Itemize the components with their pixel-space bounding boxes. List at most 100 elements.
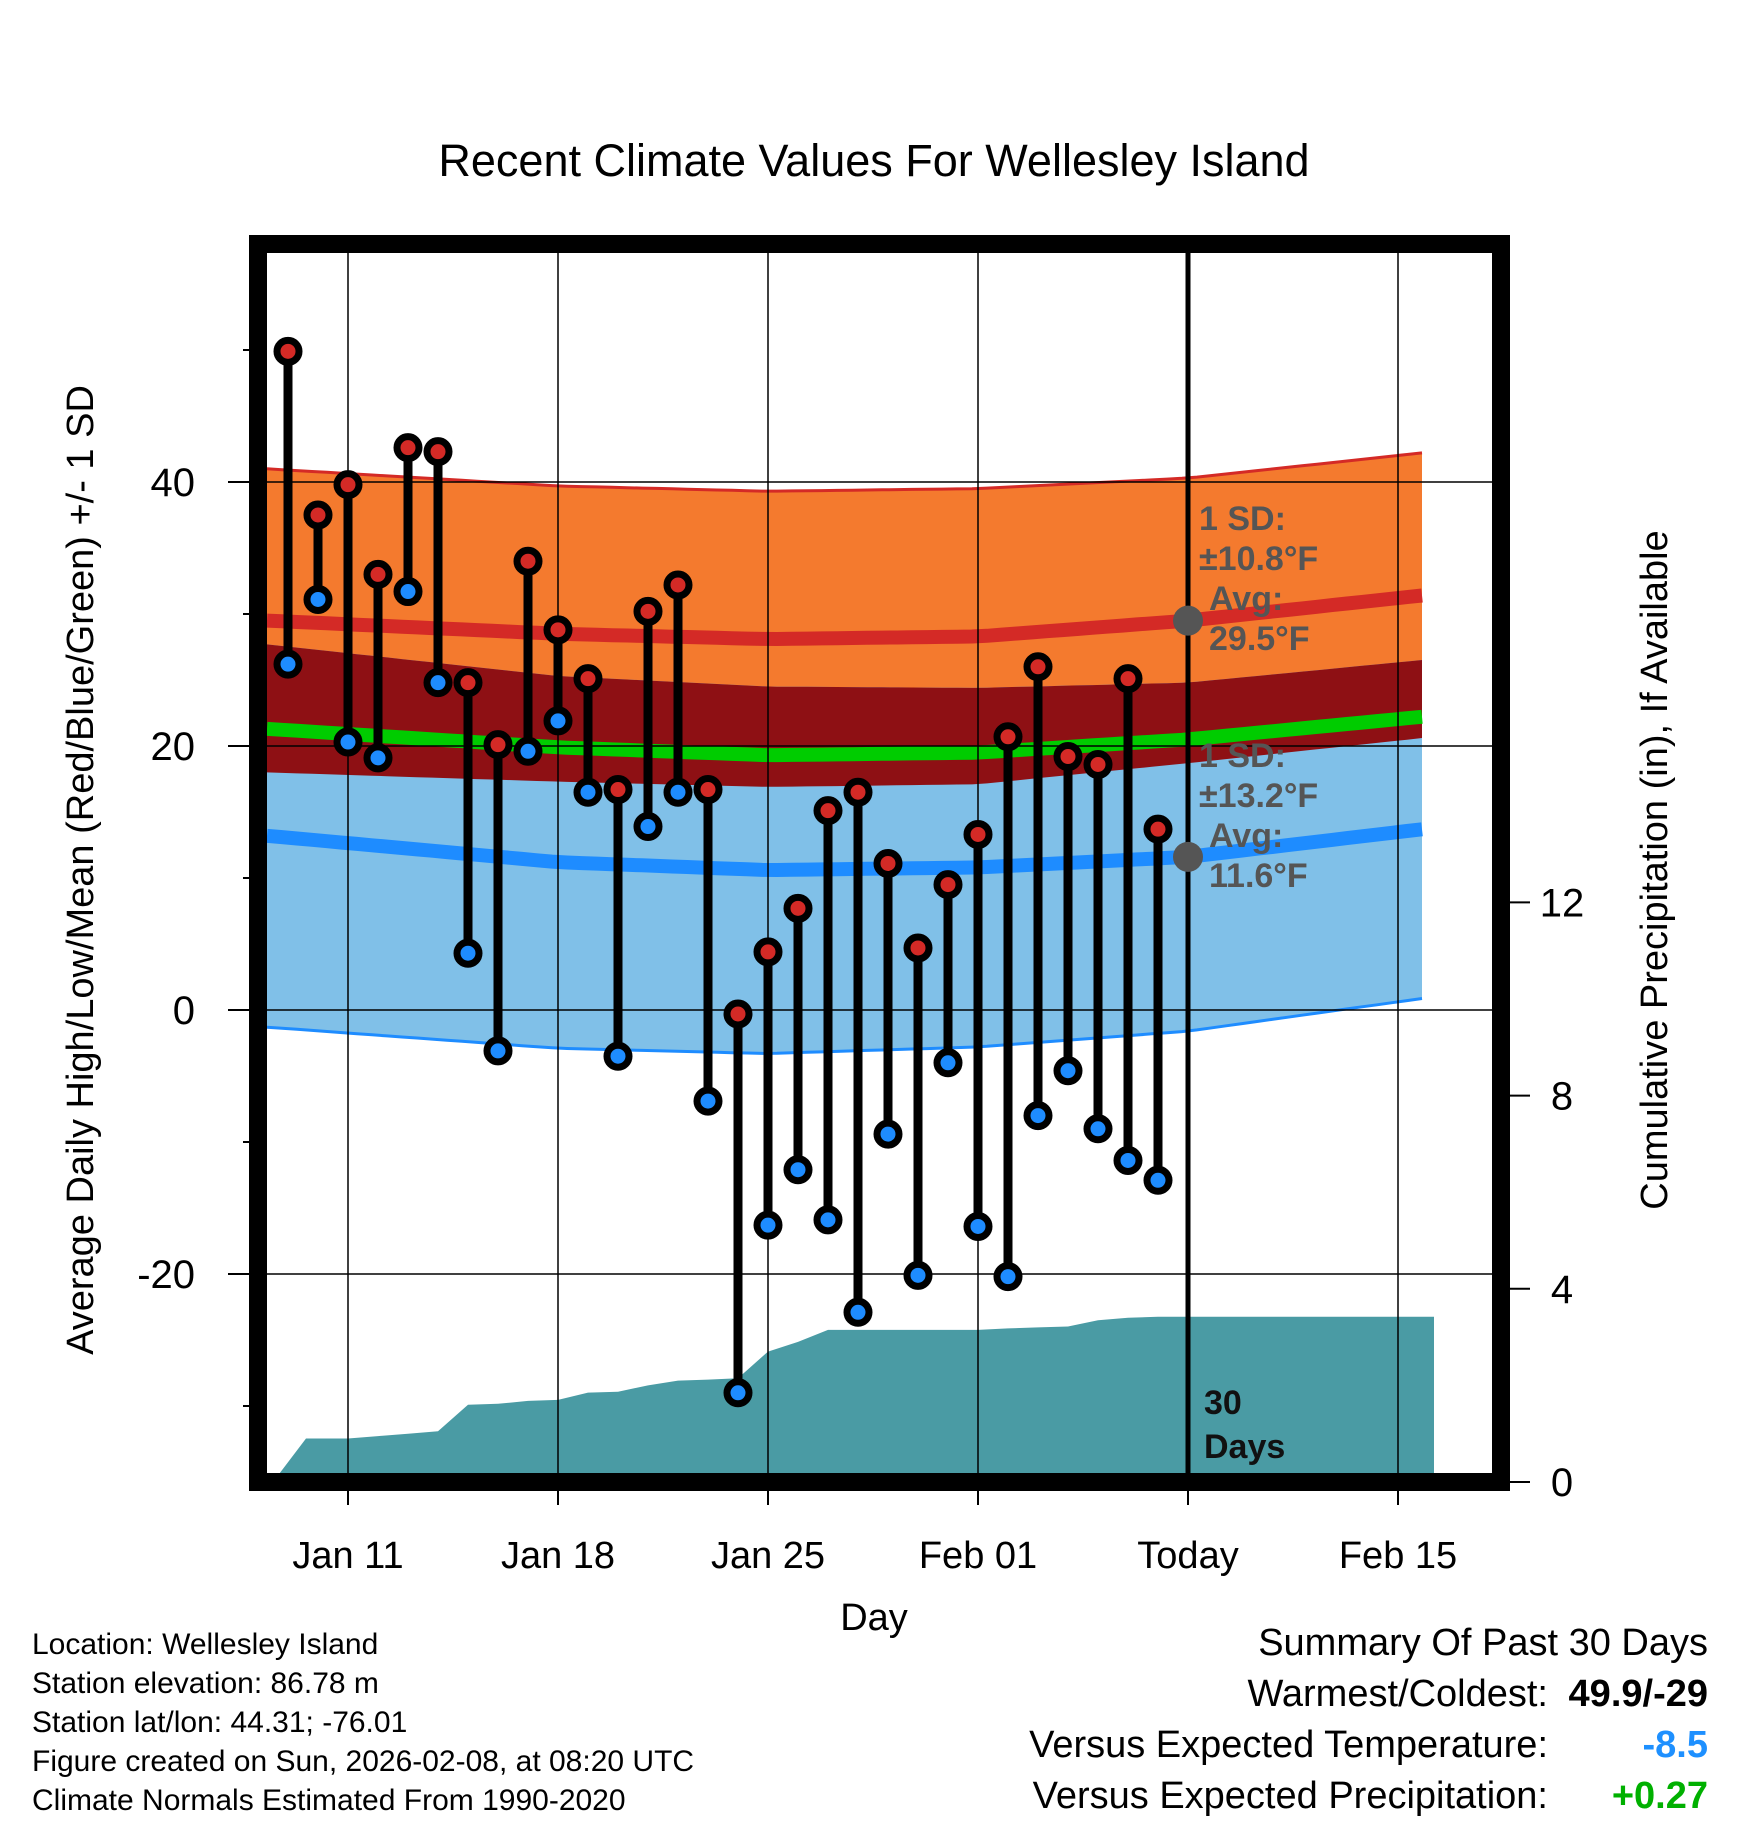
daily-high-marker <box>963 819 993 849</box>
daily-low-marker <box>723 1378 753 1408</box>
high-average-line <box>267 588 1423 647</box>
daily-low-marker <box>543 706 573 736</box>
daily-high-marker <box>303 500 333 530</box>
daily-low-marker <box>513 736 543 766</box>
daily-high-marker <box>663 570 693 600</box>
daily-high-marker <box>723 999 753 1029</box>
y-right-tick-label: 12 <box>1540 881 1585 925</box>
daily-high-marker <box>783 893 813 923</box>
x-axis-ticks: Jan 11 Jan 18 Jan 25 Feb 01 Today Feb 15 <box>292 1482 1457 1577</box>
daily-high-marker <box>483 730 513 760</box>
created-text: Figure created on Sun, 2026-02-08, at 08… <box>32 1745 695 1778</box>
summary-panel: Summary Of Past 30 Days Warmest/Coldest:… <box>1029 1618 1708 1822</box>
x-tick-label: Jan 11 <box>292 1535 403 1577</box>
daily-high-marker <box>453 668 483 698</box>
low-band-lower-edge <box>267 997 1423 1055</box>
low-sd-label: 1 SD: <box>1199 737 1286 775</box>
daily-high-marker <box>633 596 663 626</box>
x-axis-label: Day <box>840 1597 908 1639</box>
low-average-marker <box>1173 841 1203 872</box>
daily-low-marker <box>333 727 363 757</box>
x-tick-label: Jan 25 <box>711 1535 825 1577</box>
warmest-coldest-label: Warmest/Coldest: <box>1247 1673 1548 1715</box>
high-avg-value: 29.5°F <box>1209 620 1310 658</box>
daily-high-marker <box>423 437 453 467</box>
period-annotation: 30 Days <box>1204 1384 1285 1466</box>
daily-low-marker <box>753 1210 783 1240</box>
high-sd-label: 1 SD: <box>1199 500 1286 538</box>
daily-high-marker <box>1113 664 1143 694</box>
daily-high-marker <box>1083 749 1113 779</box>
daily-low-marker <box>933 1048 963 1078</box>
daily-high-marker <box>393 433 423 463</box>
plot-frame <box>249 235 1510 1491</box>
daily-high-marker <box>543 615 573 645</box>
temp-anomaly-label: Versus Expected Temperature: <box>1029 1724 1548 1766</box>
period-number: 30 <box>1204 1384 1242 1422</box>
daily-low-marker <box>903 1260 933 1290</box>
low-sd-annotation: 1 SD: ±13.2°F Avg: 11.6°F <box>1199 737 1318 895</box>
x-tick-label: Today <box>1137 1535 1238 1577</box>
daily-high-marker <box>513 546 543 576</box>
y-axis-left-label: Average Daily High/Low/Mean (Red/Blue/Gr… <box>60 385 102 1355</box>
elevation-text: Station elevation: 86.78 m <box>32 1667 379 1700</box>
daily-low-marker <box>423 668 453 698</box>
location-text: Location: Wellesley Island <box>32 1628 379 1661</box>
daily-low-marker <box>453 938 483 968</box>
daily-high-marker <box>993 722 1023 752</box>
x-tick-label: Feb 01 <box>919 1535 1037 1577</box>
cumulative-precip-area <box>279 1316 1434 1473</box>
y-left-tick-label: 0 <box>173 989 195 1033</box>
daily-low-marker <box>993 1262 1023 1292</box>
normals-text: Climate Normals Estimated From 1990-2020 <box>32 1784 626 1817</box>
daily-high-marker <box>273 336 303 366</box>
warmest-coldest-value: 49.9/-29 <box>1568 1673 1708 1715</box>
low-sd-value: ±13.2°F <box>1199 777 1318 815</box>
daily-low-marker <box>1083 1114 1113 1144</box>
y-axis-right-ticks: 0 4 8 12 <box>1501 881 1584 1505</box>
daily-high-marker <box>1023 652 1053 682</box>
daily-low-marker <box>303 584 333 614</box>
y-axis-right-label: Cumulative Precipitation (in), If Availa… <box>1634 530 1676 1209</box>
low-avg-label: Avg: <box>1209 817 1283 855</box>
high-sd-annotation: 1 SD: ±10.8°F Avg: 29.5°F <box>1199 500 1318 658</box>
latlon-text: Station lat/lon: 44.31; -76.01 <box>32 1706 408 1739</box>
plot-area <box>267 253 1492 1473</box>
daily-high-marker <box>363 559 393 589</box>
high-average-marker <box>1173 605 1203 636</box>
daily-low-marker <box>843 1297 873 1327</box>
y-axis-left-ticks: -20 0 20 40 <box>137 349 258 1407</box>
daily-low-marker <box>783 1155 813 1185</box>
warmest-coldest-row: Warmest/Coldest: 49.9/-29 <box>1029 1669 1708 1720</box>
gridlines <box>267 253 1492 1473</box>
daily-low-marker <box>813 1205 843 1235</box>
daily-low-marker <box>393 577 423 607</box>
y-right-tick-label: 8 <box>1551 1075 1573 1119</box>
y-right-tick-label: 0 <box>1551 1461 1573 1505</box>
y-right-tick-label: 4 <box>1551 1268 1573 1312</box>
daily-high-marker <box>843 777 873 807</box>
y-left-tick-label: -20 <box>137 1253 195 1297</box>
daily-high-marker <box>573 664 603 694</box>
x-tick-label: Jan 18 <box>501 1535 615 1577</box>
low-avg-value: 11.6°F <box>1209 857 1308 895</box>
x-tick-label: Feb 15 <box>1339 1535 1457 1577</box>
mean-average-line <box>267 709 1423 763</box>
daily-high-marker <box>1143 814 1173 844</box>
daily-high-marker <box>933 870 963 900</box>
precip-anomaly-label: Versus Expected Precipitation: <box>1032 1775 1548 1817</box>
daily-high-marker <box>753 937 783 967</box>
y-left-tick-label: 20 <box>151 725 196 769</box>
period-unit: Days <box>1204 1428 1285 1466</box>
daily-low-marker <box>693 1086 723 1116</box>
daily-low-marker <box>1053 1056 1083 1086</box>
daily-high-marker <box>813 796 843 826</box>
daily-high-marker <box>873 848 903 878</box>
daily-low-marker <box>873 1119 903 1149</box>
high-sd-value: ±10.8°F <box>1199 540 1318 578</box>
summary-title-text: Summary Of Past 30 Days <box>1258 1622 1708 1664</box>
daily-high-marker <box>333 470 363 500</box>
precip-anomaly-row: Versus Expected Precipitation: +0.27 <box>1029 1771 1708 1822</box>
daily-low-marker <box>273 649 303 679</box>
